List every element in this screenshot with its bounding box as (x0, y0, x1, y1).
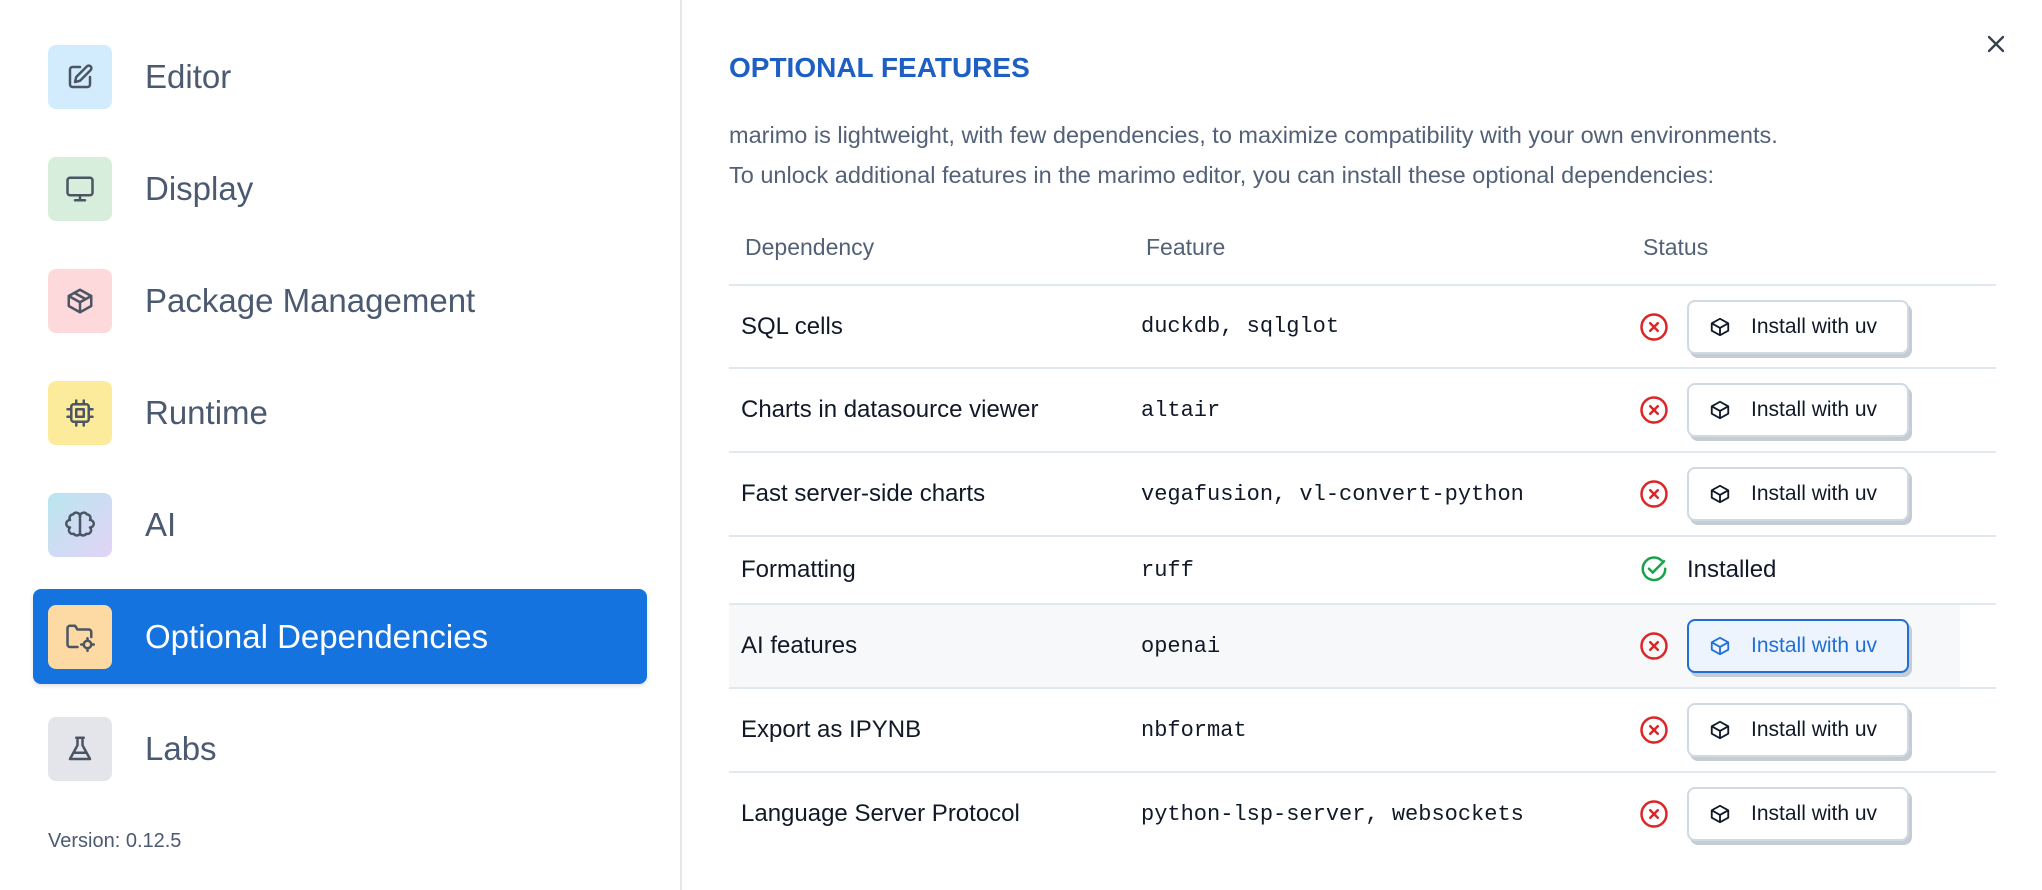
folder-cog-icon (48, 604, 112, 669)
dependency-name: Fast server-side charts (741, 480, 986, 507)
table-row: SQL cells duckdb, sqlglot Install with u… (729, 286, 1996, 369)
x-circle-icon (1640, 480, 1668, 508)
package-icon (1710, 804, 1730, 824)
table-row: Language Server Protocol python-lsp-serv… (729, 773, 1996, 855)
cpu-icon (48, 380, 112, 445)
sidebar-item-display[interactable]: Display (33, 141, 647, 236)
dependency-name: Charts in datasource viewer (741, 396, 1039, 423)
sidebar-item-label: Runtime (145, 393, 268, 431)
package-icon (1710, 720, 1730, 740)
package-icon (1710, 400, 1730, 420)
button-label: Install with uv (1751, 314, 1878, 338)
close-icon[interactable] (1982, 30, 2010, 58)
installed-label: Installed (1687, 556, 1777, 583)
package-icon (1710, 484, 1730, 504)
pencil-square-icon (48, 44, 112, 109)
x-circle-icon (1640, 800, 1668, 828)
header-feature: Feature (1146, 234, 1226, 260)
description-line: To unlock additional features in the mar… (729, 162, 1715, 188)
monitor-icon (48, 156, 112, 221)
install-with-uv-button[interactable]: Install with uv (1687, 619, 1909, 673)
description-line: marimo is lightweight, with few dependen… (729, 122, 1778, 148)
table-row: Charts in datasource viewer altair Insta… (729, 369, 1996, 453)
dependency-name: AI features (741, 632, 858, 659)
header-dependency: Dependency (745, 234, 875, 260)
package-icon (1710, 317, 1730, 336)
x-circle-icon (1640, 396, 1668, 424)
dependency-name: Language Server Protocol (741, 800, 1020, 827)
feature-packages: duckdb, sqlglot (1141, 314, 1340, 339)
sidebar-item-labs[interactable]: Labs (33, 701, 647, 796)
package-icon (1710, 636, 1730, 656)
header-status: Status (1643, 234, 1709, 260)
check-circle-icon (1641, 556, 1667, 582)
description: marimo is lightweight, with few dependen… (729, 115, 2029, 195)
feature-packages: altair (1141, 397, 1221, 423)
sidebar-item-label: AI (145, 505, 177, 543)
settings-sidebar: Version: 0.12.5 Editor Display Package Man… (0, 0, 682, 890)
table-row: Fast server-side charts vegafusion, vl-c… (729, 453, 1996, 537)
feature-packages: python-lsp-server, websockets (1141, 801, 1524, 827)
sidebar-item-label: Optional Dependencies (145, 617, 489, 655)
dependency-name: Formatting (741, 556, 856, 583)
sidebar-item-package-management[interactable]: Package Management (33, 253, 647, 348)
feature-packages: openai (1141, 633, 1221, 659)
feature-packages: nbformat (1141, 717, 1247, 743)
install-with-uv-button[interactable]: Install with uv (1687, 383, 1909, 437)
button-label: Install with uv (1751, 802, 1878, 825)
x-circle-icon (1640, 716, 1668, 744)
table-row: Formatting ruff Installed (729, 537, 1996, 605)
button-label: Install with uv (1751, 634, 1878, 657)
table-row: Export as IPYNB nbformat Install with uv (729, 689, 1996, 773)
dependency-name: Export as IPYNB (741, 716, 922, 743)
sidebar-item-editor[interactable]: Editor (33, 29, 647, 124)
sidebar-item-ai[interactable]: AI (33, 477, 647, 572)
brain-icon (48, 492, 112, 557)
x-circle-icon (1640, 632, 1668, 660)
install-with-uv-button[interactable]: Install with uv (1687, 467, 1909, 521)
sidebar-item-label: Labs (145, 729, 217, 767)
table-row: AI features openai Install with uv (729, 605, 1996, 689)
page-title: OPTIONAL FEATURES (729, 52, 1030, 83)
dependencies-table: Dependency Feature Status SQL cells duck… (729, 214, 1996, 855)
feature-packages: ruff (1141, 557, 1194, 583)
sidebar-item-runtime[interactable]: Runtime (33, 365, 647, 460)
table-header: Dependency Feature Status (729, 214, 1996, 286)
install-with-uv-button[interactable]: Install with uv (1687, 703, 1909, 757)
sidebar-item-label: Display (145, 169, 254, 207)
dependency-name: SQL cells (741, 312, 843, 340)
sidebar-item-optional-dependencies[interactable]: Optional Dependencies (33, 589, 647, 684)
feature-packages: vegafusion, vl-convert-python (1141, 481, 1524, 507)
flask-icon (48, 716, 112, 781)
button-label: Install with uv (1751, 718, 1878, 741)
install-with-uv-button[interactable]: Install with uv (1687, 299, 1909, 354)
button-label: Install with uv (1751, 398, 1878, 421)
sidebar-item-label: Editor (145, 57, 232, 95)
package-icon (48, 268, 112, 333)
x-circle-icon (1640, 312, 1668, 341)
button-label: Install with uv (1751, 482, 1878, 505)
version-label: Version: 0.12.5 (48, 830, 182, 852)
sidebar-item-label: Package Management (145, 281, 476, 319)
install-with-uv-button[interactable]: Install with uv (1687, 787, 1909, 841)
